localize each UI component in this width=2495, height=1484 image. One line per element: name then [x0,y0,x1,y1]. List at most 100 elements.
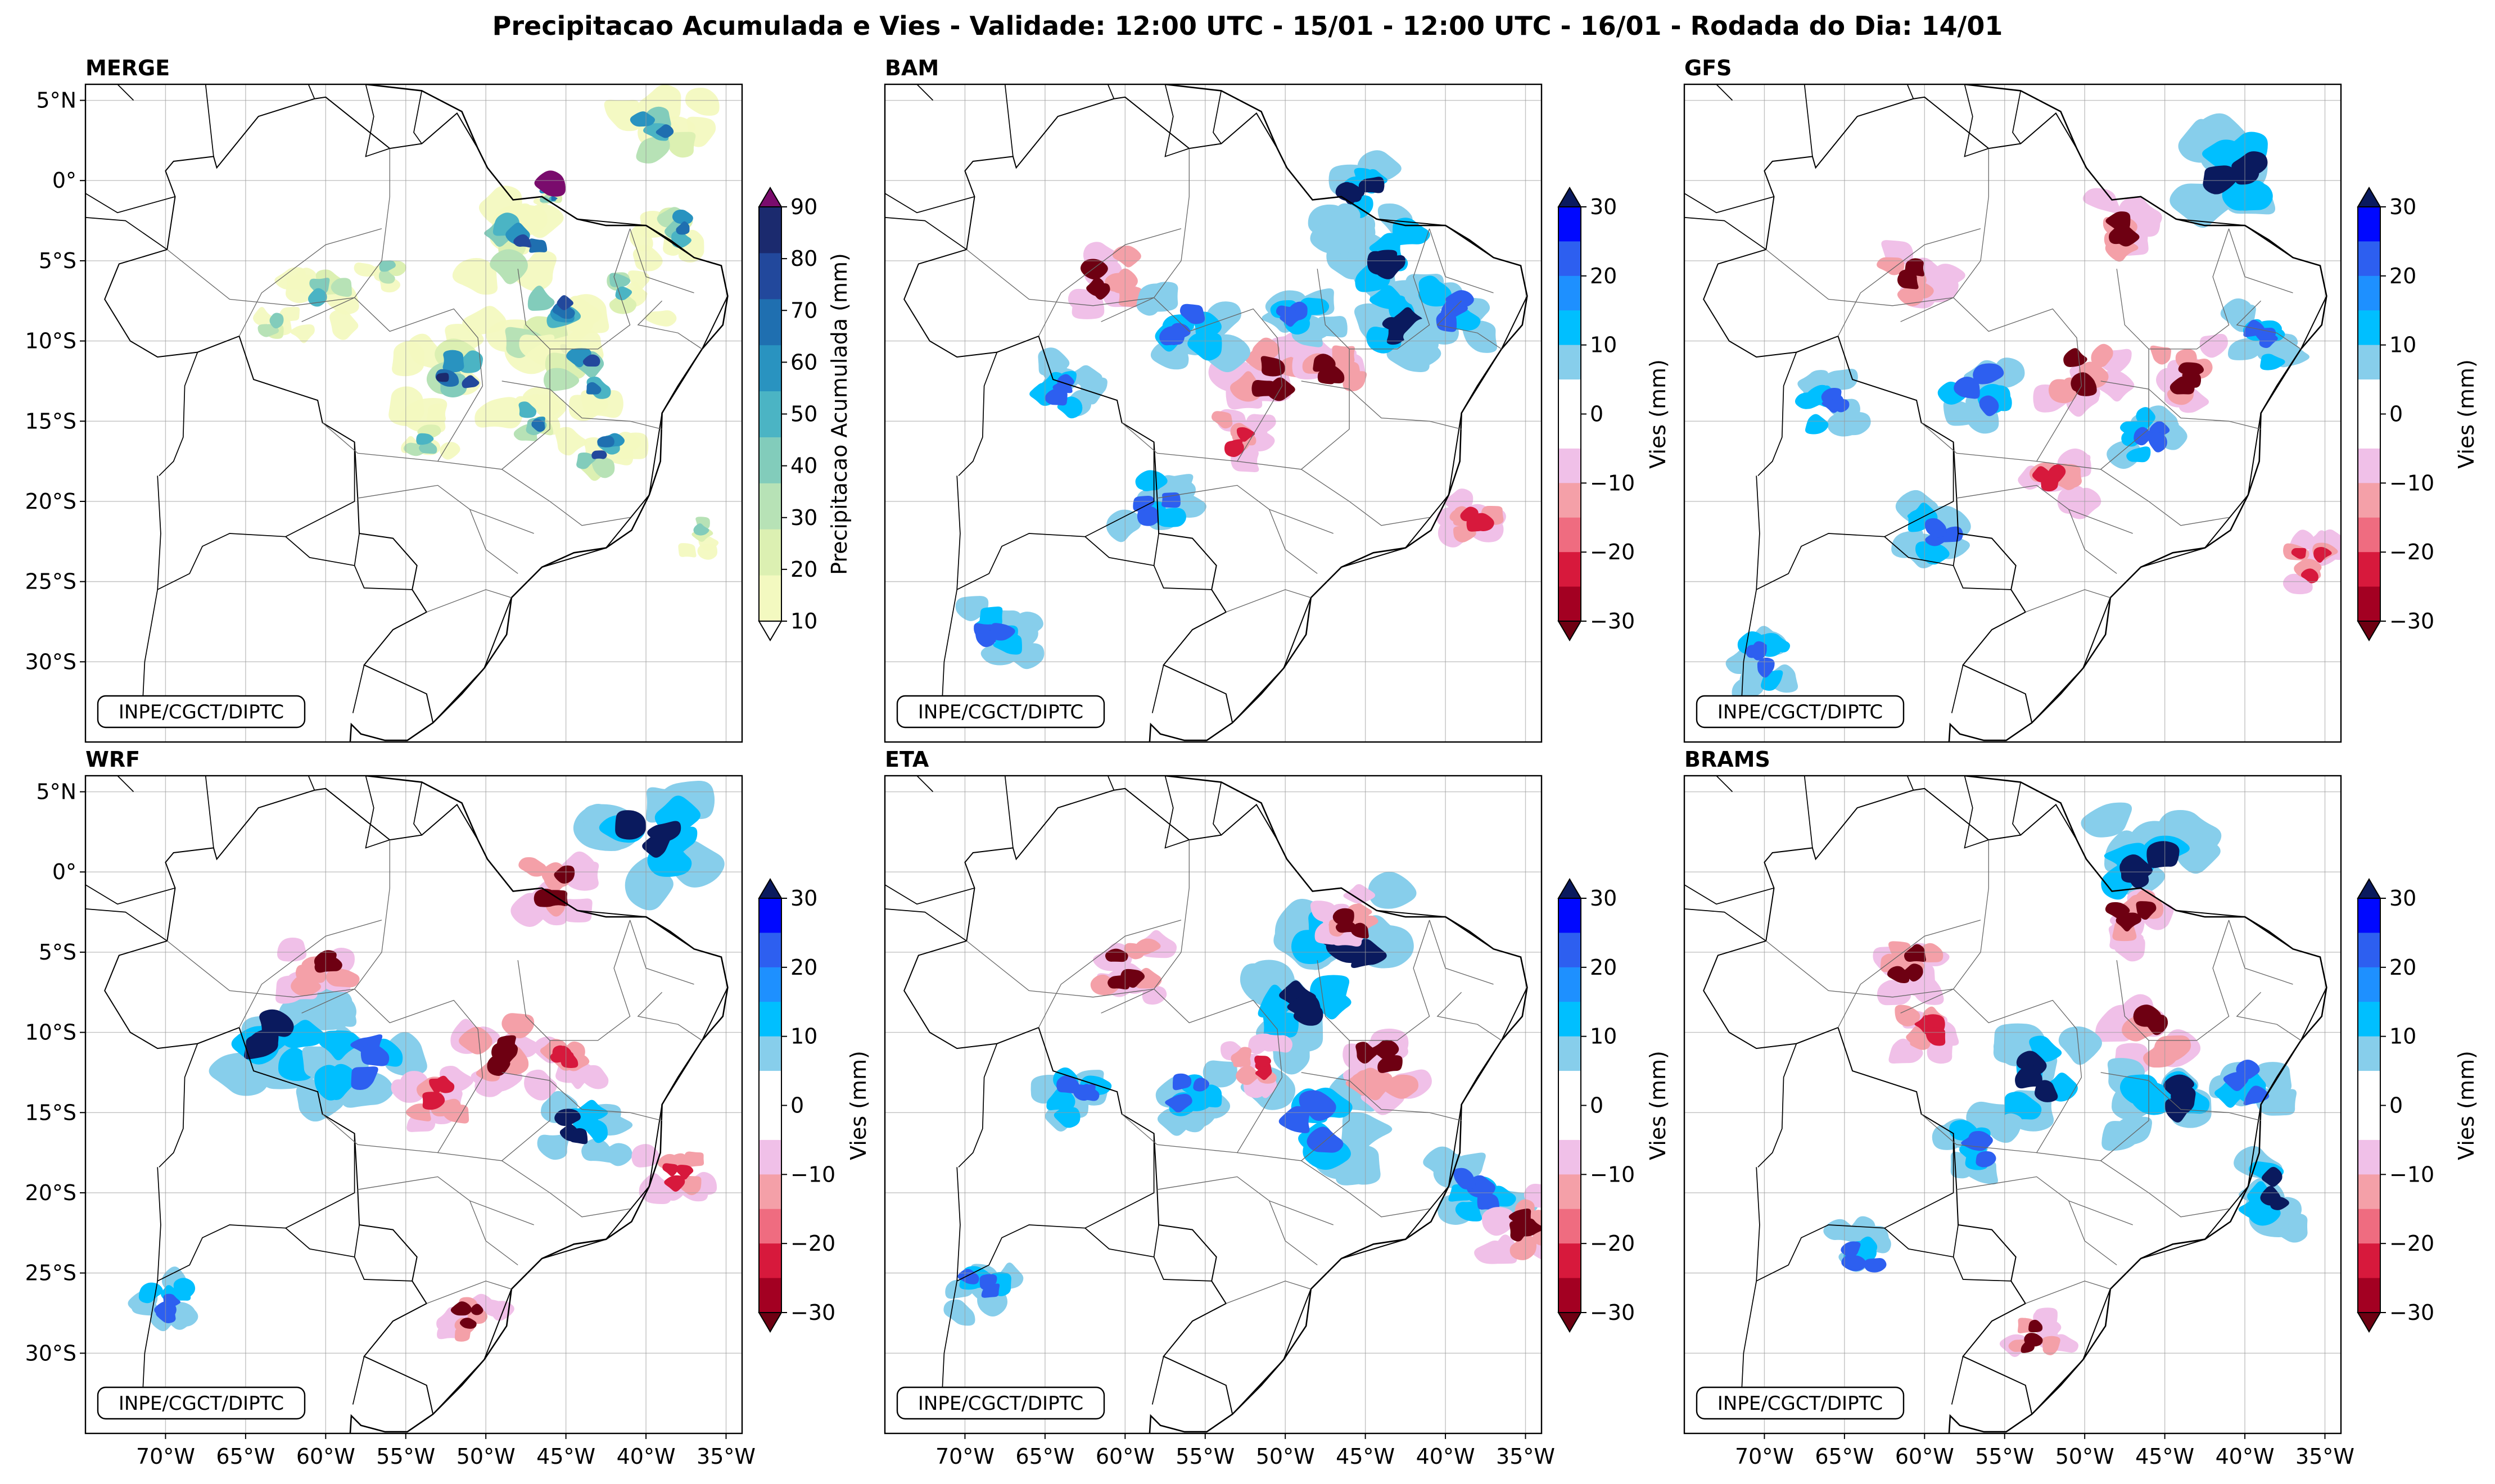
bias-core [2203,165,2238,194]
country-border [1684,217,1766,250]
gridlines [1684,84,2341,742]
country-border [956,442,1155,590]
bias-core [2035,1080,2058,1102]
panel-title-merge: MERGE [85,56,170,80]
bias-core [1080,259,1108,280]
bias-area [1418,275,1444,305]
country-border [1756,1133,1954,1282]
bias-core [1954,377,1980,399]
state-border [629,920,694,985]
state-border [437,381,550,470]
precip-cell [676,221,690,235]
colorbar-swatch [759,529,781,576]
state-border [166,940,355,998]
colorbar-tick-label: −30 [1590,1300,1635,1325]
state-border [2228,228,2293,293]
colorbar-frame [758,206,782,622]
precip-area [285,274,315,304]
country-border [1757,352,1797,476]
bias-area [1072,292,1105,319]
state-border [1900,988,2082,1078]
bias-core [2119,861,2149,889]
colorbar-swatch [2358,379,2380,414]
bias-area [2060,464,2082,488]
country-border [1684,193,1774,214]
lon-tick-label: 55°W [376,1444,435,1469]
country-border [1803,84,1813,157]
state-border [2236,300,2302,350]
bias-core [1172,1073,1192,1091]
precip-area [632,245,663,272]
country-border [141,476,161,726]
colorbar-swatch [2358,552,2380,587]
state-border [1269,1200,1318,1265]
bias-core [664,1175,685,1192]
precip-cell [591,450,607,459]
country-border [285,1228,355,1257]
map-area [1684,776,2341,1433]
state-border [238,920,382,1028]
bias-core [422,1092,445,1110]
bias-area [2122,1017,2155,1042]
colorbar-swatch [2358,586,2380,622]
gridlines [85,776,742,1433]
bias-core [2313,546,2332,563]
bias-area [1988,1113,2023,1143]
lat-tick-label: 5°S [39,940,76,965]
colorbar-swatch [759,345,781,392]
country-border [1951,664,1964,713]
colorbar-tick-label: 90 [790,194,817,219]
colorbar-swatch [759,898,781,933]
bias-area [581,1138,614,1163]
precip-cell [309,278,330,296]
lat-tick-label: 20°S [25,1180,76,1205]
country-border [885,884,975,905]
panel-eta: ETA INPE/CGCT/DIPTC 70°W 65°W 60°W 55°W 50°W 45… [884,747,1670,1469]
bias-area [2132,1083,2171,1115]
map-frame [884,775,1543,1435]
colorbar-tick-label: −10 [2389,470,2434,495]
lat-tick-label: 25°S [25,569,76,594]
country-border [1084,536,1154,566]
colorbar-swatch [2358,207,2380,242]
colorbar-swatch [2358,1209,2380,1244]
lat-tick-label: 30°S [25,649,76,674]
state-border [469,509,518,574]
colorbar-tick-label: 0 [2389,1093,2403,1118]
colorbar-swatch [2358,1002,2380,1037]
bias-area [1341,1112,1393,1150]
precip-area [426,404,446,424]
bias-core [2015,1064,2042,1089]
bias-area [2082,188,2121,214]
state-border [1436,300,1502,350]
colorbar-swatch [1558,1139,1581,1175]
state-border [1953,840,1989,989]
bias-core [1445,290,1474,307]
bias-area [1105,273,1129,292]
precip-cell [531,419,545,432]
state-border [1157,1176,1334,1225]
precip-cell [543,368,580,391]
credit-frame [97,1386,306,1420]
bias-area [1246,414,1276,433]
state-border [1349,1080,1462,1121]
bias-area [1795,392,1824,409]
precip-cell [591,456,615,478]
bias-core [1086,277,1105,296]
state-border [1429,920,1494,985]
state-border [1226,589,1311,613]
bias-core [351,1066,378,1090]
bias-area [1236,1065,1259,1085]
lon-tick-label: 50°W [2055,1444,2114,1469]
colorbar-tick-label: 20 [1590,955,1617,980]
colorbar-tick-label: 30 [1590,194,1617,219]
bias-core [1287,991,1322,1022]
panel-wrf: WRF INPE/CGCT/DIPTC 5°N 0° 5°S 10°S 15°S 20°S 25… [25,747,871,1469]
panel-bam: BAM INPE/CGCT/DIPTC 30 20 10 0 −10 −20 −30 Vies (… [884,56,1670,743]
bias-core [2136,901,2157,920]
colorbar-tick-label: 50 [790,402,817,427]
lat-tick-label: 5°N [36,780,76,804]
map-area [885,776,1542,1433]
colorbar-tick-label: 10 [1590,333,1617,358]
lon-tick-label: 60°W [1096,1444,1155,1469]
